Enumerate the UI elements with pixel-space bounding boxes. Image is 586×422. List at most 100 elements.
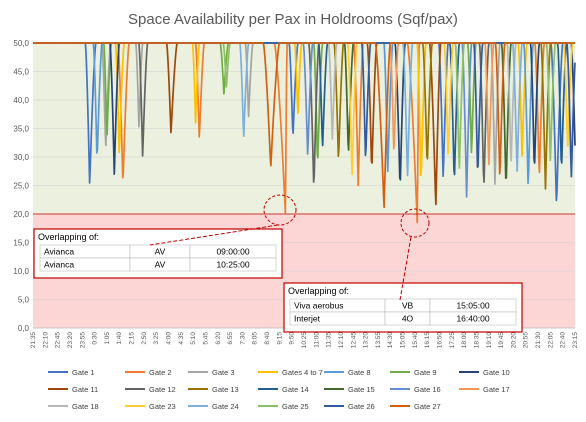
x-tick-label: 15:05 xyxy=(400,332,407,349)
annotation-cell-text: Avianca xyxy=(44,260,74,270)
x-tick-label: 18:35 xyxy=(473,332,480,349)
legend-label: Gate 8 xyxy=(348,368,371,377)
legend: Gate 1 Gate 2 Gate 3 Gates 4 to 7 Gate 8 Gate… xyxy=(48,368,510,411)
annotation-title: Overlapping of: xyxy=(288,286,349,296)
annotations: Overlapping of: Avianca AV 09:00:00 Avianca A… xyxy=(33,194,523,333)
x-tick-label: 14:30 xyxy=(387,332,394,349)
y-axis: 0,0 5,0 10,0 15,0 20,0 25,0 30,0 35,0 40,0 45,0 50… xyxy=(13,39,29,333)
annotation-cell-text: Avianca xyxy=(44,247,74,257)
x-tick-label: 17:25 xyxy=(449,332,456,349)
annotation-title: Overlapping of: xyxy=(38,232,99,242)
annotation-cell-text: AV xyxy=(155,260,166,270)
legend-item-gate-17: Gate 17 xyxy=(459,385,510,394)
legend-label: Gate 25 xyxy=(282,402,309,411)
annotation-cell-text: 09:00:00 xyxy=(216,247,249,257)
x-tick-label: 1:40 xyxy=(116,332,123,345)
legend-item-gate-3: Gate 3 xyxy=(188,368,235,377)
x-tick-label: 10:25 xyxy=(301,332,308,349)
legend-item-gate-12: Gate 12 xyxy=(125,385,176,394)
x-tick-label: 21:35 xyxy=(30,332,37,349)
legend-label: Gate 3 xyxy=(212,368,235,377)
legend-item-gate-14: Gate 14 xyxy=(258,385,309,394)
x-tick-label: 16:50 xyxy=(437,332,444,349)
legend-item-gate-16: Gate 16 xyxy=(390,385,441,394)
legend-item-gate-2: Gate 2 xyxy=(125,368,172,377)
y-tick-label: 30,0 xyxy=(13,153,29,162)
x-tick-label: 11:00 xyxy=(313,332,320,348)
legend-label: Gate 23 xyxy=(149,402,176,411)
legend-label: Gate 10 xyxy=(483,368,510,377)
x-tick-label: 18:00 xyxy=(461,332,468,349)
x-tick-label: 20:20 xyxy=(510,332,517,349)
legend-label: Gates 4 to 7 xyxy=(282,368,323,377)
x-tick-label: 12:45 xyxy=(350,332,357,349)
legend-item-gate-1: Gate 1 xyxy=(48,368,95,377)
x-tick-label: 3:25 xyxy=(153,332,160,345)
legend-label: Gate 13 xyxy=(212,385,239,394)
x-tick-label: 8:05 xyxy=(252,332,259,345)
x-tick-label: 0:30 xyxy=(92,332,99,345)
x-tick-label: 16:15 xyxy=(424,332,431,349)
y-tick-label: 35,0 xyxy=(13,125,29,134)
x-tick-label: 9:50 xyxy=(289,332,296,345)
x-tick-label: 22:40 xyxy=(560,332,567,349)
legend-item-gate-18: Gate 18 xyxy=(48,402,99,411)
legend-item-gate-15: Gate 15 xyxy=(324,385,375,394)
x-tick-label: 11:35 xyxy=(326,332,333,348)
x-tick-label: 13:55 xyxy=(375,332,382,349)
legend-label: Gate 24 xyxy=(212,402,239,411)
annotation-cell-text: 4O xyxy=(402,314,414,324)
x-tick-label: 23:55 xyxy=(79,332,86,349)
legend-label: Gate 18 xyxy=(72,402,99,411)
annotation-cell-text: 15:05:00 xyxy=(456,301,489,311)
annotation-cell-text: Interjet xyxy=(294,314,321,324)
legend-item-gate-10: Gate 10 xyxy=(459,368,510,377)
legend-item-gate-23: Gate 23 xyxy=(125,402,176,411)
y-tick-label: 50,0 xyxy=(13,39,29,48)
y-tick-label: 20,0 xyxy=(13,210,29,219)
x-tick-label: 12:10 xyxy=(338,332,345,349)
legend-label: Gate 14 xyxy=(282,385,309,394)
x-tick-label: 5:45 xyxy=(202,332,209,345)
annotation-cell-text: 10:25:00 xyxy=(216,260,249,270)
series-line-gate-27 xyxy=(32,42,576,209)
legend-label: Gate 9 xyxy=(414,368,437,377)
x-tick-label: 4:35 xyxy=(178,332,185,345)
x-tick-label: 2:15 xyxy=(129,332,136,345)
legend-label: Gate 1 xyxy=(72,368,95,377)
y-tick-label: 25,0 xyxy=(13,182,29,191)
x-tick-label: 23:15 xyxy=(572,332,579,349)
x-tick-label: 19:45 xyxy=(498,332,505,349)
x-tick-label: 22:10 xyxy=(42,332,49,349)
x-tick-label: 6:20 xyxy=(215,332,222,345)
x-tick-label: 5:10 xyxy=(190,332,197,345)
x-tick-label: 13:20 xyxy=(363,332,370,349)
legend-item-gate-13: Gate 13 xyxy=(188,385,239,394)
x-tick-label: 15:40 xyxy=(412,332,419,349)
chart-title: Space Availability per Pax in Holdrooms … xyxy=(128,11,458,28)
legend-label: Gate 16 xyxy=(414,385,441,394)
x-tick-label: 7:30 xyxy=(239,332,246,345)
legend-label: Gate 17 xyxy=(483,385,510,394)
legend-label: Gate 26 xyxy=(348,402,375,411)
y-tick-label: 10,0 xyxy=(13,267,29,276)
legend-item-gate-25: Gate 25 xyxy=(258,402,309,411)
annotation-box-2: Overlapping of: Viva aerobus VB 15:05:00 Int… xyxy=(283,282,523,333)
legend-label: Gate 2 xyxy=(149,368,172,377)
x-tick-label: 20:55 xyxy=(523,332,530,349)
highlight-circle-2 xyxy=(400,208,430,238)
legend-item-gate-11: Gate 11 xyxy=(48,385,98,394)
y-tick-label: 40,0 xyxy=(13,96,29,105)
x-tick-label: 21:30 xyxy=(535,332,542,349)
y-tick-label: 15,0 xyxy=(13,239,29,248)
x-tick-label: 2:50 xyxy=(141,332,148,345)
legend-item-gate-27: Gate 27 xyxy=(390,402,441,411)
x-tick-label: 9:15 xyxy=(276,332,283,345)
legend-item-gate-24: Gate 24 xyxy=(188,402,239,411)
annotation-cell-text: VB xyxy=(402,301,414,311)
legend-label: Gate 11 xyxy=(72,385,98,394)
y-tick-label: 0,0 xyxy=(18,324,30,333)
annotation-cell xyxy=(189,257,277,272)
annotation-cell xyxy=(429,311,517,326)
